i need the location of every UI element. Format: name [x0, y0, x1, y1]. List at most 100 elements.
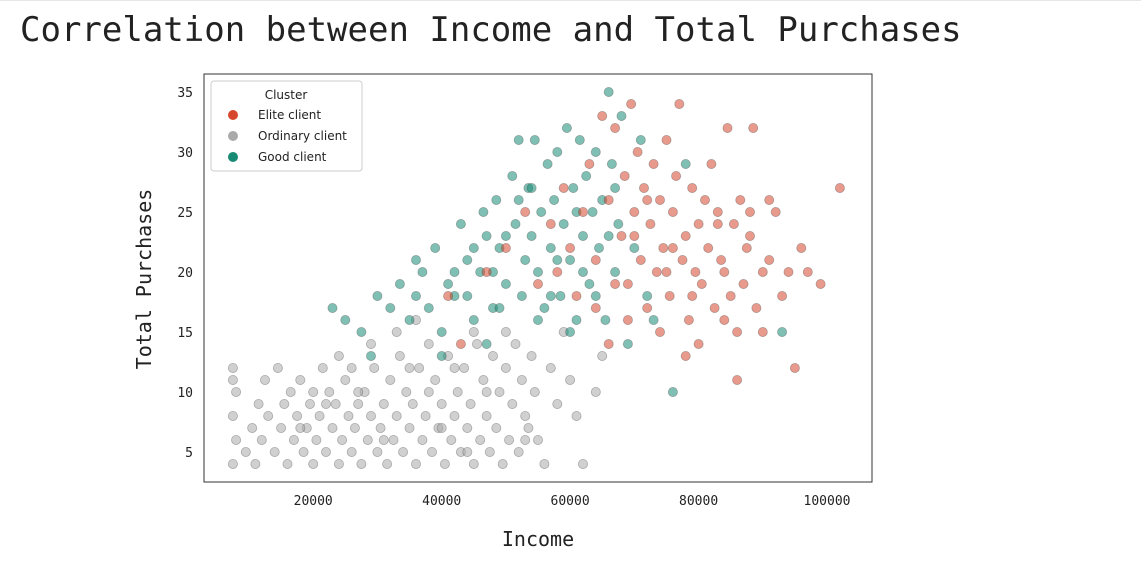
legend-title: Cluster — [265, 88, 308, 102]
elite-client-point — [455, 338, 466, 349]
ordinary-client-point — [327, 422, 338, 433]
ordinary-client-point — [539, 458, 550, 469]
good-client-point — [565, 326, 576, 337]
ordinary-client-point — [494, 386, 505, 397]
ordinary-client-point — [410, 458, 421, 469]
ordinary-client-point — [578, 458, 589, 469]
elite-client-point — [757, 266, 768, 277]
good-client-point — [622, 338, 633, 349]
elite-client-point — [545, 218, 556, 229]
ordinary-client-point — [452, 386, 463, 397]
x-tick-label: 100000 — [804, 494, 851, 509]
good-client-point — [648, 314, 659, 325]
ordinary-client-point — [378, 434, 389, 445]
elite-client-point — [783, 266, 794, 277]
ordinary-client-point — [504, 434, 515, 445]
ordinary-client-point — [324, 386, 335, 397]
good-client-point — [513, 194, 524, 205]
ordinary-client-point — [346, 362, 357, 373]
elite-client-point — [622, 314, 633, 325]
good-client-point — [578, 266, 589, 277]
ordinary-client-point — [471, 338, 482, 349]
good-client-point — [680, 158, 691, 169]
legend-marker-elite-client — [228, 110, 238, 120]
y-tick-label: 20 — [177, 266, 193, 281]
x-tick-label: 20000 — [294, 494, 333, 509]
elite-client-point — [661, 134, 672, 145]
ordinary-client-point — [565, 374, 576, 385]
good-client-point — [356, 326, 367, 337]
legend-marker-ordinary-client — [228, 131, 238, 141]
good-client-point — [455, 218, 466, 229]
elite-client-point — [735, 194, 746, 205]
elite-client-point — [802, 266, 813, 277]
elite-client-point — [629, 230, 640, 241]
elite-client-point — [610, 123, 621, 134]
elite-client-point — [777, 290, 788, 301]
good-client-point — [443, 278, 454, 289]
good-client-point — [574, 134, 585, 145]
ordinary-client-point — [227, 458, 238, 469]
ordinary-client-point — [240, 446, 251, 457]
ordinary-client-point — [446, 434, 457, 445]
ordinary-client-point — [436, 398, 447, 409]
good-client-point — [552, 146, 563, 157]
elite-client-point — [603, 338, 614, 349]
ordinary-client-point — [404, 362, 415, 373]
elite-client-point — [690, 266, 701, 277]
good-client-point — [481, 230, 492, 241]
ordinary-client-point — [449, 362, 460, 373]
elite-client-point — [533, 278, 544, 289]
ordinary-client-point — [439, 458, 450, 469]
ordinary-client-point — [597, 350, 608, 361]
elite-client-point — [639, 182, 650, 193]
good-client-point — [404, 314, 415, 325]
ordinary-client-point — [391, 410, 402, 421]
ordinary-client-point — [571, 410, 582, 421]
ordinary-client-point — [465, 398, 476, 409]
ordinary-client-point — [292, 410, 303, 421]
good-client-point — [600, 314, 611, 325]
elite-client-point — [687, 290, 698, 301]
elite-client-point — [610, 278, 621, 289]
ordinary-client-point — [526, 350, 537, 361]
ordinary-client-point — [407, 398, 418, 409]
ordinary-client-point — [500, 326, 511, 337]
elite-client-point — [626, 99, 637, 110]
ordinary-client-point — [423, 386, 434, 397]
ordinary-client-point — [356, 458, 367, 469]
good-client-point — [436, 350, 447, 361]
ordinary-client-point — [436, 422, 447, 433]
y-tick-label: 25 — [177, 206, 193, 221]
y-axis-label: Total Purchases — [132, 189, 156, 370]
elite-client-point — [712, 218, 723, 229]
elite-client-point — [661, 266, 672, 277]
good-client-point — [568, 182, 579, 193]
good-client-point — [500, 230, 511, 241]
ordinary-client-point — [250, 458, 261, 469]
ordinary-client-point — [484, 446, 495, 457]
good-client-point — [526, 230, 537, 241]
elite-client-point — [748, 123, 759, 134]
elite-client-point — [642, 194, 653, 205]
ordinary-client-point — [343, 410, 354, 421]
ordinary-client-point — [365, 410, 376, 421]
elite-client-point — [693, 218, 704, 229]
legend: Cluster Elite client Ordinary client Goo… — [210, 80, 363, 172]
ordinary-client-point — [500, 362, 511, 373]
good-client-point — [410, 254, 421, 265]
good-client-point — [417, 266, 428, 277]
elite-client-point — [716, 254, 727, 265]
y-tick-label: 15 — [177, 326, 193, 341]
good-client-point — [394, 278, 405, 289]
y-tick-label: 10 — [177, 386, 193, 401]
good-client-point — [594, 242, 605, 253]
ordinary-client-point — [304, 398, 315, 409]
ordinary-client-point — [468, 326, 479, 337]
good-client-point — [410, 290, 421, 301]
good-client-point — [533, 266, 544, 277]
good-client-point — [565, 254, 576, 265]
ordinary-client-point — [256, 434, 267, 445]
ordinary-client-point — [420, 410, 431, 421]
good-client-point — [500, 278, 511, 289]
